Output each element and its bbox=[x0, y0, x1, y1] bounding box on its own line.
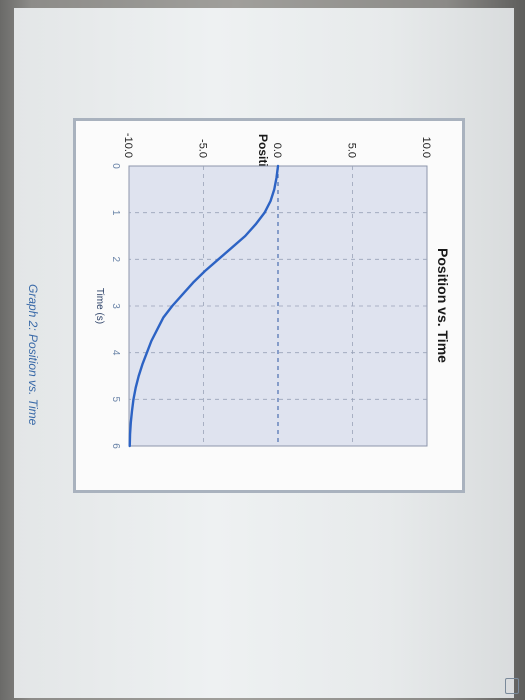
x-axis-label: Time (s) bbox=[94, 288, 105, 324]
series-line bbox=[128, 164, 280, 448]
y-tick-label: 0.0 bbox=[271, 143, 283, 158]
y-tick-label: -10.0 bbox=[122, 133, 134, 158]
x-tick-label: 2 bbox=[110, 257, 121, 263]
x-tick-label: 5 bbox=[110, 397, 121, 403]
x-tick-label: 0 bbox=[110, 163, 121, 169]
y-tick-label: -5.0 bbox=[197, 139, 209, 158]
x-tick-label: 1 bbox=[110, 210, 121, 216]
x-tick-label: 3 bbox=[110, 303, 121, 309]
corner-icon bbox=[505, 678, 519, 694]
x-tick-label: 4 bbox=[110, 350, 121, 356]
figure-caption: Graph 2: Position vs. Time bbox=[26, 284, 40, 426]
y-tick-label: 10.0 bbox=[420, 137, 432, 158]
x-tick-label: 6 bbox=[110, 443, 121, 449]
y-tick-label: 5.0 bbox=[346, 143, 358, 158]
